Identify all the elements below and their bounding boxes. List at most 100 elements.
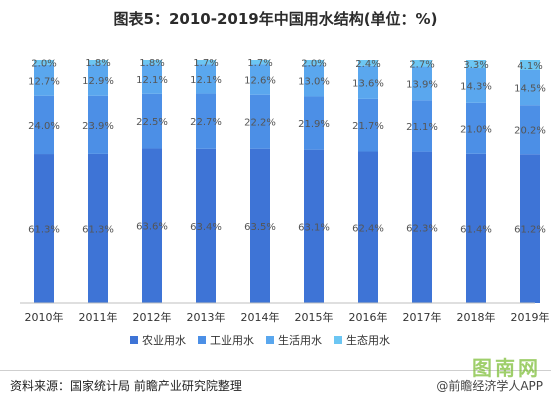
legend-label-4: 生态用水 — [346, 333, 390, 347]
bars-layer — [34, 60, 540, 303]
value-label-3-1: 12.7% — [28, 76, 60, 87]
legend-label-1: 农业用水 — [142, 333, 186, 347]
bar-segment-2-3 — [142, 93, 162, 149]
bar-segment-2-8 — [412, 100, 432, 152]
value-label-3-10: 14.5% — [514, 84, 546, 95]
bar-segment-1-1 — [34, 154, 54, 303]
value-label-4-4: 1.7% — [193, 58, 218, 69]
x-tick-label-9: 2018年 — [457, 310, 496, 324]
value-label-4-1: 2.0% — [31, 58, 56, 69]
bar-segment-3-9 — [466, 68, 486, 103]
value-label-1-6: 63.1% — [298, 222, 330, 233]
bar-segment-3-6 — [304, 64, 324, 97]
value-label-2-5: 22.2% — [244, 118, 276, 129]
bar-segment-4-8 — [412, 60, 432, 67]
brand-credit: @前瞻经济学人APP — [436, 379, 543, 393]
bar-segment-2-9 — [466, 102, 486, 154]
stacked-bar-chart: 61.3% 24.0% 12.7% 2.0% 61.3% 23.9% 12.9% 1.8% 63… — [20, 58, 550, 347]
value-label-1-5: 63.5% — [244, 222, 276, 233]
watermark-logo: 图南网 — [472, 352, 541, 381]
data-source-note: 资料来源：国家统计局 前瞻产业研究院整理 — [10, 379, 242, 393]
bar-segment-4-2 — [88, 60, 108, 65]
bar-segment-2-6 — [304, 96, 324, 150]
bar-segment-4-6 — [304, 60, 324, 65]
bar-segment-1-6 — [304, 149, 324, 303]
bar-segment-4-1 — [34, 60, 54, 65]
legend-label-3: 生活用水 — [278, 333, 322, 347]
bar-segment-3-4 — [196, 64, 216, 94]
value-label-2-1: 24.0% — [28, 121, 60, 132]
value-label-2-7: 21.7% — [352, 121, 384, 132]
bar-segment-2-1 — [34, 95, 54, 155]
x-tick-label-2: 2011年 — [79, 310, 118, 324]
bar-segment-3-7 — [358, 65, 378, 99]
bar-segment-4-4 — [196, 60, 216, 65]
bar-segment-1-8 — [412, 151, 432, 303]
value-label-4-7: 2.4% — [355, 59, 380, 70]
bar-segment-4-10 — [520, 60, 540, 70]
bar-segment-3-3 — [142, 64, 162, 94]
bar-segment-3-10 — [520, 69, 540, 106]
value-label-2-2: 23.9% — [82, 121, 114, 132]
bar-segment-2-4 — [196, 93, 216, 149]
watermark-logo-text: 图南网 — [472, 356, 541, 380]
bar-segment-2-5 — [250, 94, 270, 149]
value-label-3-3: 12.1% — [136, 75, 168, 86]
value-label-1-1: 61.3% — [28, 225, 60, 236]
value-label-4-5: 1.7% — [247, 58, 272, 69]
x-tick-label-6: 2015年 — [295, 310, 334, 324]
bar-segment-1-5 — [250, 148, 270, 303]
bar-segment-3-5 — [250, 64, 270, 95]
value-label-1-3: 63.6% — [136, 222, 168, 233]
value-label-3-6: 13.0% — [298, 77, 330, 88]
bar-segment-2-7 — [358, 98, 378, 152]
bar-segment-3-8 — [412, 66, 432, 101]
bar-segment-1-10 — [520, 154, 540, 303]
bar-segment-2-10 — [520, 105, 540, 155]
value-label-4-10: 4.1% — [517, 61, 542, 72]
bar-segment-1-9 — [466, 153, 486, 303]
legend-swatch-2 — [198, 336, 206, 344]
value-label-2-10: 20.2% — [514, 126, 546, 137]
value-label-3-7: 13.6% — [352, 78, 384, 89]
bar-segment-2-2 — [88, 95, 108, 154]
chart-legend: 农业用水 工业用水 生活用水 生态用水 — [130, 333, 390, 347]
value-label-3-5: 12.6% — [244, 75, 276, 86]
value-label-1-4: 63.4% — [190, 222, 222, 233]
value-label-2-8: 21.1% — [406, 122, 438, 133]
value-label-4-3: 1.8% — [139, 58, 164, 69]
value-label-3-4: 12.1% — [190, 75, 222, 86]
value-label-2-3: 22.5% — [136, 117, 168, 128]
bar-segment-4-7 — [358, 60, 378, 66]
legend-swatch-4 — [334, 336, 342, 344]
value-label-2-9: 21.0% — [460, 124, 492, 135]
bar-segment-4-3 — [142, 60, 162, 65]
bar-segment-1-3 — [142, 148, 162, 303]
value-label-3-2: 12.9% — [82, 76, 114, 87]
value-label-1-10: 61.2% — [514, 225, 546, 236]
value-label-1-2: 61.3% — [82, 224, 114, 235]
value-label-4-2: 1.8% — [85, 58, 110, 69]
value-label-2-6: 21.9% — [298, 119, 330, 130]
bar-segment-3-1 — [34, 64, 54, 96]
bar-segment-4-9 — [466, 60, 486, 69]
value-label-1-8: 62.3% — [406, 223, 438, 234]
bar-segment-1-4 — [196, 148, 216, 303]
legend-label-2: 工业用水 — [210, 334, 254, 347]
value-label-4-9: 3.3% — [463, 60, 488, 71]
x-tick-label-10: 2019年 — [511, 310, 550, 324]
value-label-2-4: 22.7% — [190, 117, 222, 128]
bar-segment-3-2 — [88, 64, 108, 96]
value-label-1-7: 62.4% — [352, 223, 384, 234]
value-labels-layer: 61.3% 24.0% 12.7% 2.0% 61.3% 23.9% 12.9% 1.8% 63… — [28, 58, 546, 236]
value-label-4-6: 2.0% — [301, 58, 326, 69]
x-tick-label-5: 2014年 — [241, 310, 280, 324]
value-label-4-8: 2.7% — [409, 59, 434, 70]
value-label-3-8: 13.9% — [406, 79, 438, 90]
legend-swatch-1 — [130, 336, 138, 344]
footer-divider — [0, 370, 551, 371]
x-tick-label-1: 2010年 — [25, 310, 64, 324]
bar-segment-1-7 — [358, 151, 378, 303]
bar-segment-4-5 — [250, 60, 270, 65]
x-tick-label-7: 2016年 — [349, 310, 388, 324]
